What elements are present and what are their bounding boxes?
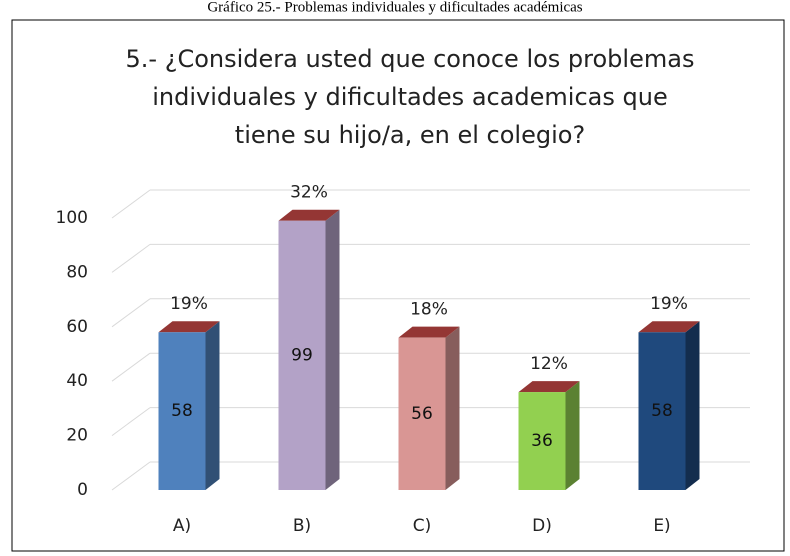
bar-top xyxy=(398,326,460,338)
chart-title: 5.- ¿Considera usted que conoce los prob… xyxy=(126,45,695,73)
percent-label: 12% xyxy=(530,354,568,374)
bar-top xyxy=(278,209,340,221)
chart-title: individuales y dificultades academicas q… xyxy=(152,83,667,111)
y-tick-label: 20 xyxy=(66,426,88,446)
value-label: 58 xyxy=(651,401,673,421)
bar-side xyxy=(325,209,340,490)
bar-top xyxy=(158,321,220,333)
bar-top xyxy=(638,321,700,333)
x-tick-label: C) xyxy=(413,516,432,536)
value-label: 56 xyxy=(411,404,433,424)
percent-label: 19% xyxy=(650,294,688,314)
y-tick-label: 100 xyxy=(56,208,88,228)
chart-title: tiene su hijo/a, en el colegio? xyxy=(235,121,585,149)
value-label: 58 xyxy=(171,401,193,421)
bar-side xyxy=(205,321,220,490)
grid-line xyxy=(111,298,151,328)
bar xyxy=(278,220,326,490)
percent-label: 19% xyxy=(170,294,208,314)
x-tick-label: D) xyxy=(532,516,552,536)
y-tick-label: 0 xyxy=(77,480,88,500)
value-label: 36 xyxy=(531,431,553,451)
bar xyxy=(638,332,686,490)
x-tick-label: E) xyxy=(653,516,670,536)
bar-side xyxy=(685,321,700,490)
value-label: 99 xyxy=(291,345,313,365)
grid-line xyxy=(111,407,151,437)
grid-line xyxy=(111,352,151,382)
y-tick-label: 40 xyxy=(66,371,88,391)
bar-side xyxy=(445,326,460,490)
bar-side xyxy=(565,381,580,490)
grid-line xyxy=(111,461,151,491)
bar xyxy=(398,337,446,490)
caption: Gráfico 25.- Problemas individuales y di… xyxy=(207,0,582,15)
y-tick-label: 80 xyxy=(66,262,88,282)
x-tick-label: B) xyxy=(293,516,311,536)
percent-label: 18% xyxy=(410,300,448,320)
y-tick-label: 60 xyxy=(66,317,88,337)
grid-line xyxy=(111,243,151,273)
bar xyxy=(158,332,206,490)
grid-line xyxy=(111,189,151,219)
percent-label: 32% xyxy=(290,183,328,203)
x-tick-label: A) xyxy=(173,516,191,536)
bar xyxy=(518,392,566,490)
bar-top xyxy=(518,381,580,393)
